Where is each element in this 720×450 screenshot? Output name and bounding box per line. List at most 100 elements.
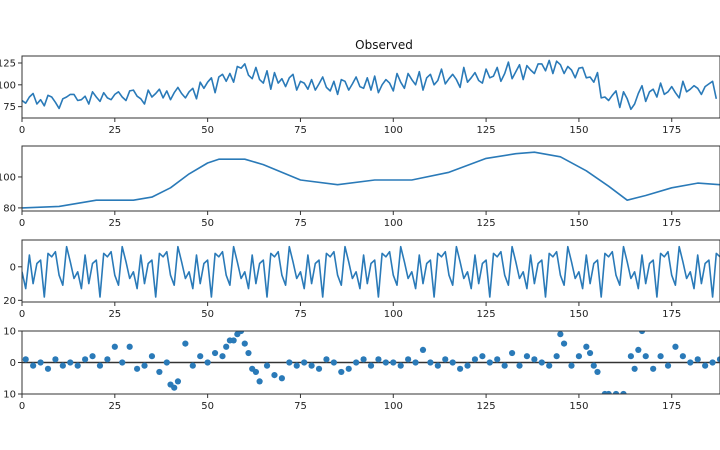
residual-point-53 <box>360 356 367 363</box>
residual-point-89 <box>605 390 612 394</box>
residual-point-32 <box>230 337 237 344</box>
x-tick-label-150: 150 <box>569 309 588 320</box>
residual-point-7 <box>67 359 74 366</box>
y-tick-label-0: 80 <box>3 203 16 214</box>
x-tick-label-125: 125 <box>477 401 496 412</box>
residual-point-4 <box>44 365 52 372</box>
panel-3-plot-area <box>22 245 720 298</box>
residual-point-62 <box>427 359 434 366</box>
panel-1: 0 25 50 75 100 125 150 175 75 100 125 <box>0 55 720 136</box>
y-tick-label-1: 100 <box>0 172 16 183</box>
x-tick-label-50: 50 <box>201 125 214 136</box>
x-tick-label-125: 125 <box>477 218 496 229</box>
x-tick-label-125: 125 <box>477 125 496 136</box>
x-tick-label-175: 175 <box>662 218 681 229</box>
residual-point-6 <box>59 362 66 369</box>
residual-point-84 <box>583 343 590 350</box>
residual-point-96 <box>642 353 649 360</box>
residual-point-40 <box>263 362 271 369</box>
x-tick-label-100: 100 <box>384 309 403 320</box>
residual-point-56 <box>382 359 389 366</box>
residual-point-26 <box>197 353 204 360</box>
y-tick-label-0: 0 <box>10 262 16 273</box>
panel-1-plot-area <box>22 59 718 111</box>
residual-point-22 <box>171 384 178 391</box>
residual-point-81 <box>560 340 568 347</box>
residual-point-65 <box>449 359 456 366</box>
residual-point-14 <box>119 359 126 366</box>
residual-point-49 <box>330 359 337 366</box>
residual-point-23 <box>174 378 182 385</box>
residual-point-85 <box>586 349 594 357</box>
panel-2: 0 25 50 75 100 125 150 175 80 100 <box>0 145 720 229</box>
y-tick-label-2: 125 <box>0 58 16 69</box>
y-tick-label-1: 0 <box>10 358 16 369</box>
residual-point-63 <box>434 362 441 369</box>
panel-1-frame <box>21 55 720 119</box>
residual-point-2 <box>30 362 37 369</box>
residual-point-71 <box>494 356 501 363</box>
residual-point-29 <box>219 353 226 360</box>
observed-title: Observed <box>355 38 413 52</box>
x-tick-label-125: 125 <box>477 309 496 320</box>
residual-point-54 <box>367 362 375 369</box>
residual-point-94 <box>635 346 642 353</box>
residual-point-30 <box>223 343 230 350</box>
panel-4-plot-area <box>22 331 720 394</box>
residual-point-9 <box>82 356 89 363</box>
x-tick-label-25: 25 <box>108 218 121 229</box>
residual-point-45 <box>301 359 308 366</box>
panel-1-series-line <box>22 59 718 111</box>
residual-point-73 <box>508 349 516 357</box>
x-tick-label-75: 75 <box>294 401 307 412</box>
residual-point-86 <box>590 362 597 369</box>
residual-point-66 <box>457 365 464 372</box>
x-tick-label-75: 75 <box>294 125 307 136</box>
residual-point-69 <box>479 353 486 360</box>
residual-point-10 <box>89 353 96 360</box>
x-tick-label-100: 100 <box>384 125 403 136</box>
residual-point-19 <box>156 368 163 376</box>
residual-point-98 <box>657 353 664 360</box>
x-tick-label-25: 25 <box>108 125 121 136</box>
residual-point-16 <box>133 365 141 372</box>
residual-point-82 <box>568 362 575 369</box>
residual-point-80 <box>557 331 564 338</box>
residual-point-106 <box>716 356 720 363</box>
residual-point-3 <box>37 359 44 366</box>
x-tick-label-75: 75 <box>294 309 307 320</box>
residual-point-75 <box>523 353 531 360</box>
y-tick-label-1: 20 <box>3 296 16 307</box>
panel-2-plot-area <box>22 151 720 209</box>
x-tick-label-0: 0 <box>19 401 25 412</box>
x-tick-label-50: 50 <box>201 309 214 320</box>
residual-point-79 <box>553 353 560 360</box>
residual-point-102 <box>687 359 694 366</box>
residual-point-20 <box>163 359 170 366</box>
x-tick-label-150: 150 <box>569 401 588 412</box>
residual-point-39 <box>256 378 263 385</box>
residual-point-18 <box>148 353 156 360</box>
x-tick-label-0: 0 <box>19 309 25 320</box>
residual-point-25 <box>189 362 196 369</box>
panel-2-frame <box>21 145 720 212</box>
panel-2-series-line <box>22 151 720 209</box>
residual-point-48 <box>323 356 330 363</box>
residual-point-27 <box>204 359 211 366</box>
residual-point-46 <box>308 362 315 369</box>
chart-panels: 0 25 50 75 100 125 150 175 75 100 125 0 25 50 75 100 125… <box>0 55 720 412</box>
residual-point-51 <box>345 365 352 372</box>
x-tick-label-150: 150 <box>569 125 588 136</box>
x-tick-label-25: 25 <box>108 401 121 412</box>
residual-point-90 <box>612 390 620 394</box>
residual-point-76 <box>531 356 538 363</box>
residual-point-87 <box>594 368 601 376</box>
residual-point-28 <box>211 349 219 357</box>
y-tick-label-1: 100 <box>0 80 16 91</box>
residual-point-47 <box>315 365 323 372</box>
panel-3-frame <box>21 239 720 303</box>
residual-point-67 <box>464 362 471 369</box>
